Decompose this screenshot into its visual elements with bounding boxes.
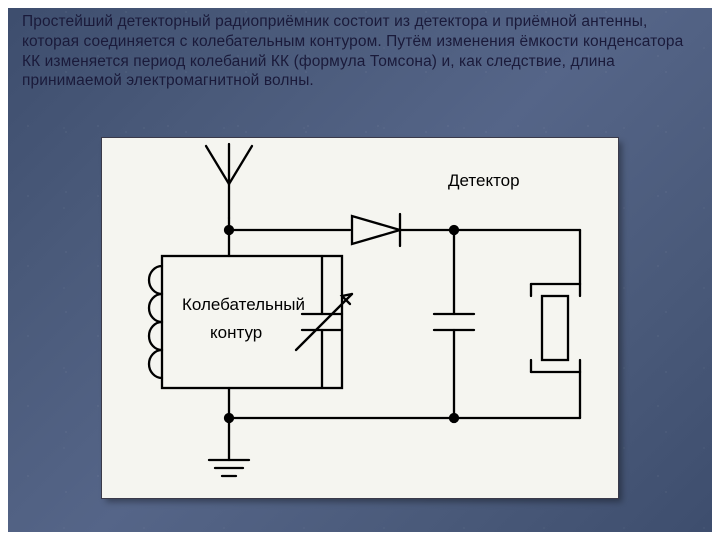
capacitor-icon (434, 314, 474, 330)
load-icon (531, 284, 580, 372)
description-text: Простейший детекторный радиоприёмник сос… (22, 12, 698, 91)
antenna-arm-left (206, 146, 229, 184)
tank-label-2: контур (210, 323, 262, 342)
circuit-svg: Детектор Колебательный контур (102, 138, 618, 498)
inductor-icon (149, 266, 162, 378)
tank-label-1: Колебательный (182, 295, 305, 314)
ground-icon (209, 460, 249, 476)
diode-icon (352, 214, 400, 246)
antenna-arm-right (229, 146, 252, 184)
circuit-diagram: Детектор Колебательный контур (102, 138, 618, 498)
tank-rect (162, 256, 342, 388)
detector-label: Детектор (448, 171, 520, 190)
variable-capacitor-icon (296, 256, 352, 388)
